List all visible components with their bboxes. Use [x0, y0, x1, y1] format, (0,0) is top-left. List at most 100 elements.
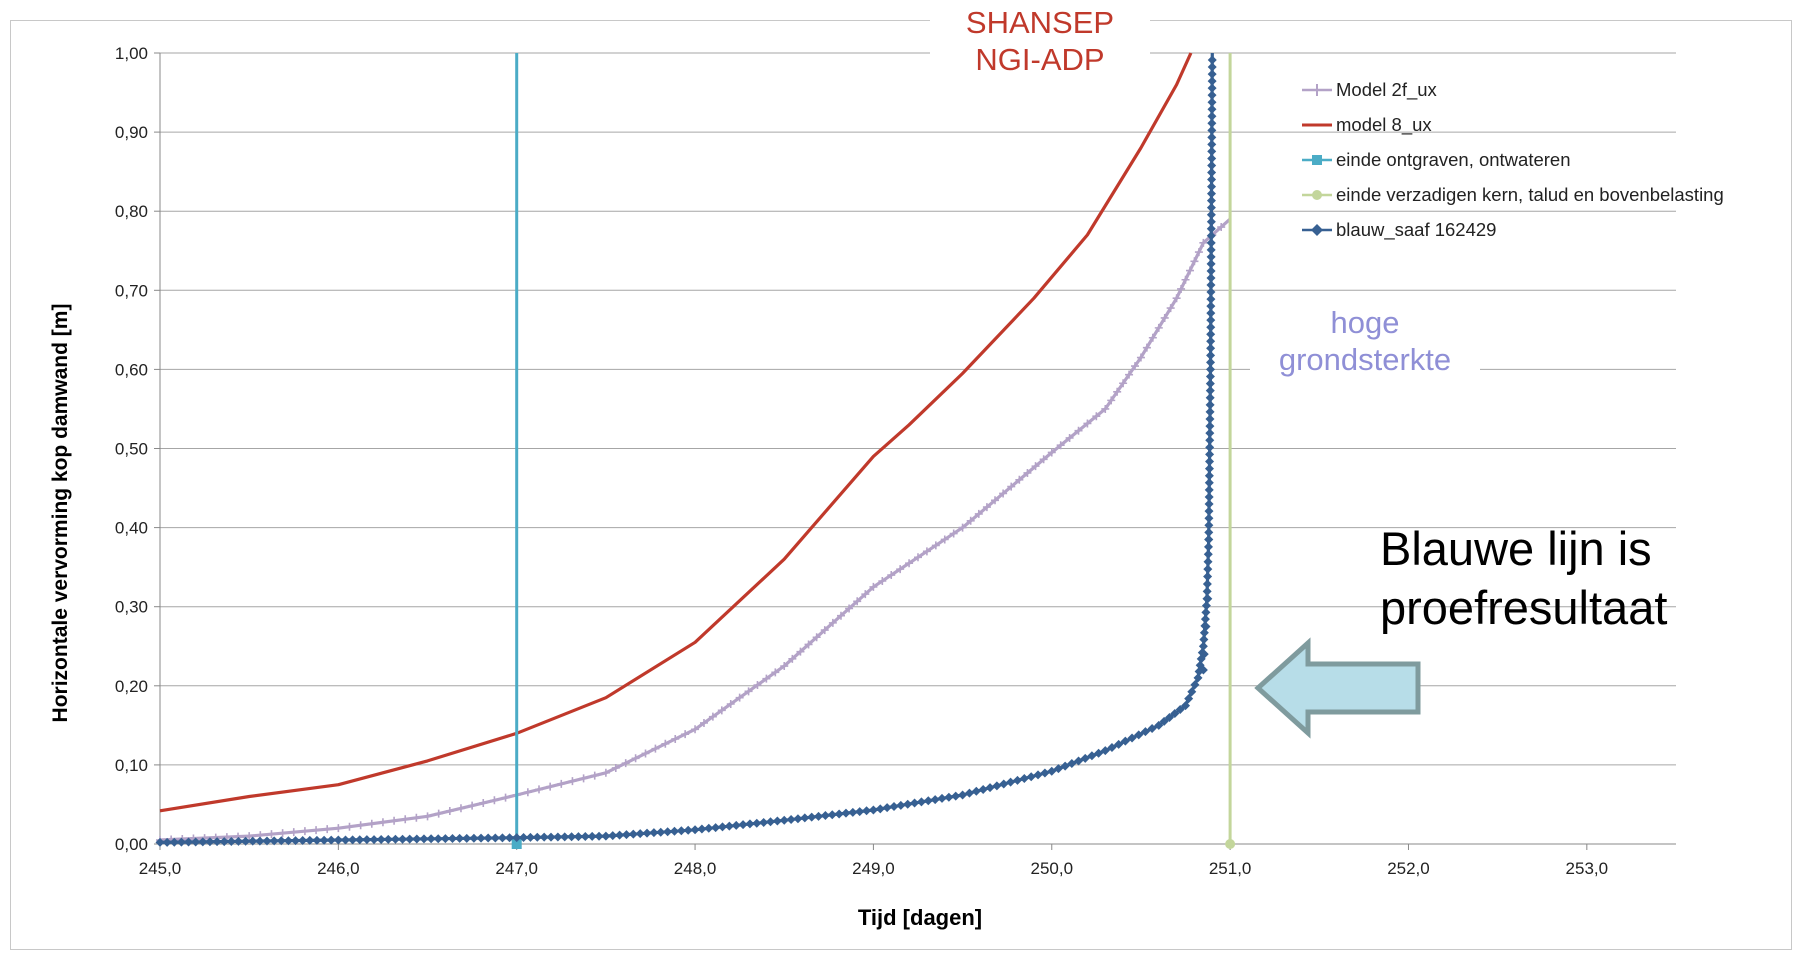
series-point-einde-ontgraven-ontwateren-0 — [511, 839, 522, 849]
series-point-blauw-saaf-162429-16 — [269, 836, 279, 846]
series-point-blauw-saaf-162429-44 — [469, 833, 479, 843]
legend-swatch-blauw-saaf — [1302, 223, 1332, 236]
series-point-blauw-saaf-162429-85 — [752, 818, 762, 828]
series-point-blauw-saaf-162429-168 — [1203, 572, 1213, 582]
series-point-blauw-saaf-162429-158 — [1198, 641, 1208, 651]
series-point-model-2f-ux-105 — [1148, 333, 1157, 342]
series-point-blauw-saaf-162429-55 — [546, 832, 556, 842]
series-point-model-2f-ux-12 — [289, 828, 298, 837]
series-point-blauw-saaf-162429-108 — [910, 798, 920, 808]
series-point-model-2f-ux-100 — [1119, 379, 1128, 388]
y-tick-label-0: 0,00 — [115, 835, 148, 854]
series-point-blauw-saaf-162429-18 — [283, 836, 293, 846]
series-point-blauw-saaf-162429-193 — [1205, 393, 1215, 403]
series-point-blauw-saaf-162429-129 — [1053, 764, 1063, 774]
series-point-blauw-saaf-162429-194 — [1205, 386, 1215, 396]
series-point-blauw-saaf-162429-rise-3 — [1199, 649, 1209, 659]
series-point-blauw-saaf-162429-148 — [1175, 705, 1185, 715]
series-point-blauw-saaf-162429-82 — [731, 820, 741, 830]
series-point-blauw-saaf-162429-19 — [291, 836, 301, 846]
legend-label-einde-ontgraven: einde ontgraven, ontwateren — [1336, 148, 1571, 170]
series-point-blauw-saaf-162429-73 — [669, 826, 679, 836]
series-point-blauw-saaf-162429-200 — [1206, 343, 1216, 353]
series-point-blauw-saaf-162429-149 — [1181, 701, 1191, 711]
series-point-model-2f-ux-62 — [804, 640, 813, 649]
series-point-model-2f-ux-78 — [940, 535, 949, 544]
series-point-blauw-saaf-162429-5 — [191, 837, 201, 847]
series-point-blauw-saaf-162429-59 — [573, 832, 583, 842]
series-point-model-2f-ux-90 — [1039, 455, 1048, 464]
series-point-blauw-saaf-162429-190 — [1205, 414, 1215, 424]
legend-swatch-model-8 — [1302, 123, 1332, 126]
series-point-blauw-saaf-162429-51 — [519, 833, 529, 843]
y-tick-label-2: 0,20 — [115, 677, 148, 696]
series-point-model-2f-ux-44 — [641, 749, 650, 758]
series-point-blauw-saaf-162429-56 — [553, 832, 563, 842]
series-point-blauw-saaf-162429-69 — [642, 828, 652, 838]
series-point-model-2f-ux-106 — [1154, 323, 1163, 332]
series-point-blauw-saaf-162429-170 — [1203, 557, 1213, 567]
series-point-model-2f-ux-16 — [334, 824, 343, 833]
series-point-blauw-saaf-162429-132 — [1074, 756, 1084, 766]
legend-swatch-einde-verzadigen — [1302, 189, 1332, 200]
series-point-blauw-saaf-162429-209 — [1206, 280, 1216, 290]
series-point-model-2f-ux-34 — [535, 785, 543, 794]
series-point-blauw-saaf-162429-238 — [1207, 76, 1217, 86]
series-point-blauw-saaf-162429-177 — [1204, 506, 1214, 516]
x-tick-label-7: 252,0 — [1387, 859, 1430, 878]
series-point-blauw-saaf-162429-210 — [1206, 273, 1216, 283]
x-tick-label-3: 248,0 — [674, 859, 717, 878]
series-point-model-2f-ux-65 — [828, 618, 837, 627]
y-tick-label-8: 0,80 — [115, 202, 148, 221]
series-point-blauw-saaf-162429-221 — [1206, 196, 1216, 206]
series-point-blauw-saaf-162429-50 — [512, 833, 522, 843]
series-point-blauw-saaf-162429-145 — [1159, 716, 1169, 726]
series-point-model-2f-ux-113 — [1190, 257, 1199, 266]
series-point-model-2f-ux-111 — [1181, 275, 1190, 284]
series-point-blauw-saaf-162429-48 — [497, 833, 507, 843]
legend-item-einde-verzadigen: einde verzadigen kern, talud en bovenbel… — [1300, 177, 1724, 212]
series-point-blauw-saaf-162429-139 — [1120, 736, 1130, 746]
series-point-blauw-saaf-162429-197 — [1205, 364, 1215, 374]
series-point-blauw-saaf-162429-113 — [944, 792, 954, 802]
series-point-blauw-saaf-162429-120 — [992, 781, 1002, 791]
series-point-blauw-saaf-162429-84 — [745, 819, 755, 829]
series-point-model-2f-ux-85 — [999, 489, 1008, 498]
series-point-model-2f-ux-39 — [590, 771, 599, 780]
series-point-model-2f-ux-50 — [699, 718, 708, 727]
series-point-model-2f-ux-55 — [744, 687, 753, 696]
series-point-blauw-saaf-162429-222 — [1206, 189, 1216, 199]
series-point-model-2f-ux-21 — [390, 816, 399, 825]
series-point-blauw-saaf-162429-195 — [1205, 379, 1215, 389]
series-point-blauw-saaf-162429-174 — [1204, 527, 1214, 537]
legend-label-einde-verzadigen: einde verzadigen kern, talud en bovenbel… — [1336, 183, 1724, 205]
series-point-model-2f-ux-109 — [1172, 294, 1181, 303]
series-point-model-2f-ux-24 — [423, 812, 432, 821]
annotation-hoge-grondsterkte: hoge grondsterkte — [1250, 304, 1480, 379]
series-point-blauw-saaf-162429-88 — [772, 816, 782, 826]
annotation-hoge-line1: hoge — [1330, 305, 1400, 340]
series-point-blauw-saaf-162429-26 — [340, 835, 350, 845]
series-point-blauw-saaf-162429-94 — [814, 811, 824, 821]
series-point-blauw-saaf-162429-203 — [1206, 322, 1216, 332]
series-point-blauw-saaf-162429-140 — [1127, 733, 1137, 743]
series-point-model-2f-ux-68 — [853, 597, 862, 606]
series-point-model-2f-ux-102 — [1131, 362, 1139, 371]
legend-label-model-8: model 8_ux — [1336, 113, 1432, 135]
series-point-model-2f-ux-33 — [523, 788, 532, 797]
series-point-model-2f-ux-98 — [1107, 396, 1116, 405]
series-point-blauw-saaf-162429-201 — [1206, 336, 1216, 346]
series-point-blauw-saaf-162429-211 — [1206, 266, 1216, 276]
series-point-blauw-saaf-162429-43 — [462, 833, 472, 843]
series-point-model-2f-ux-36 — [557, 779, 566, 788]
series-point-blauw-saaf-162429-53 — [532, 832, 542, 842]
series-point-model-2f-ux-59 — [780, 662, 789, 671]
series-point-blauw-saaf-162429-164 — [1201, 601, 1211, 611]
series-point-model-2f-ux-88 — [1023, 468, 1032, 477]
series-point-blauw-saaf-162429-39 — [433, 834, 443, 844]
series-point-blauw-saaf-162429-127 — [1040, 768, 1050, 778]
series-point-blauw-saaf-162429-227 — [1207, 153, 1217, 163]
series-point-blauw-saaf-162429-36 — [412, 834, 422, 844]
x-axis-label: Tijd [dagen] — [857, 905, 983, 930]
series-point-blauw-saaf-162429-217 — [1206, 224, 1216, 234]
